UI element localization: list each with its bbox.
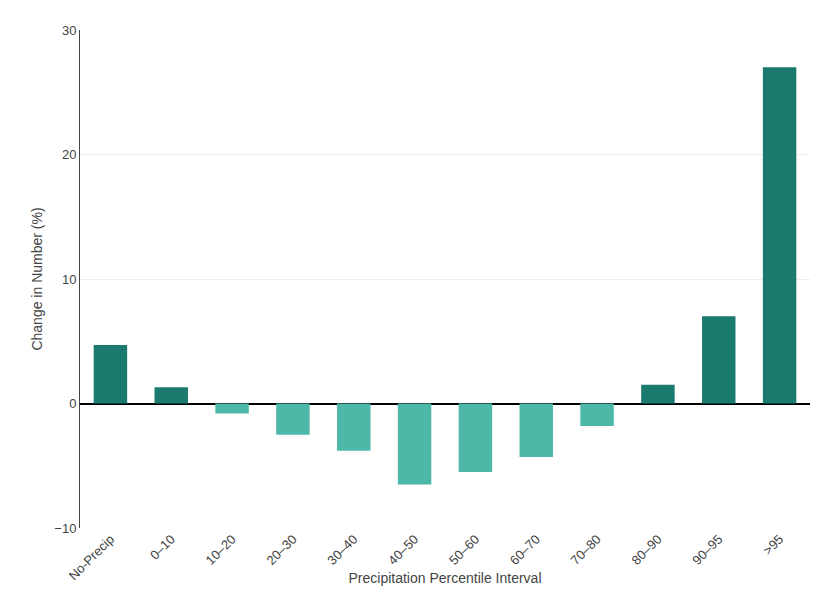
svg-text:20: 20 — [62, 147, 76, 162]
svg-text:70–80: 70–80 — [568, 532, 604, 568]
svg-text:80–90: 80–90 — [628, 532, 664, 568]
svg-text:10–20: 10–20 — [203, 532, 239, 568]
svg-text:30–40: 30–40 — [324, 532, 360, 568]
svg-text:0: 0 — [69, 396, 76, 411]
svg-text:Precipitation Percentile Inter: Precipitation Percentile Interval — [349, 570, 542, 586]
svg-text:>95: >95 — [760, 532, 786, 558]
svg-text:0–10: 0–10 — [147, 532, 178, 563]
svg-text:40–50: 40–50 — [385, 532, 421, 568]
svg-text:−10: −10 — [54, 521, 76, 536]
svg-text:60–70: 60–70 — [507, 532, 543, 568]
svg-text:Change in Number (%): Change in Number (%) — [29, 207, 45, 350]
svg-text:20–30: 20–30 — [263, 532, 299, 568]
svg-text:No-Precip: No-Precip — [66, 532, 117, 583]
svg-text:10: 10 — [62, 272, 76, 287]
svg-text:50–60: 50–60 — [446, 532, 482, 568]
svg-text:90–95: 90–95 — [689, 532, 725, 568]
svg-text:30: 30 — [62, 23, 76, 38]
